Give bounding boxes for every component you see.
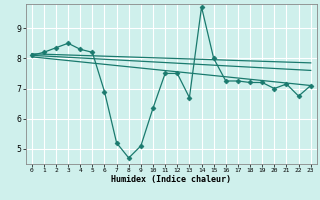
X-axis label: Humidex (Indice chaleur): Humidex (Indice chaleur) (111, 175, 231, 184)
